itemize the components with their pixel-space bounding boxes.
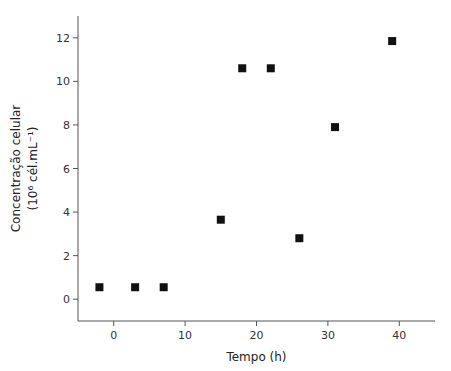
y-tick <box>73 37 78 38</box>
point <box>95 283 103 291</box>
x-tick-label: 10 <box>178 329 192 342</box>
y-tick <box>73 255 78 256</box>
x-tick-label: 0 <box>110 329 117 342</box>
y-tick-label: 0 <box>63 293 70 306</box>
point <box>388 37 396 45</box>
y-tick-label: 6 <box>63 163 70 176</box>
chart-svg: 0 10 20 30 40 0 2 4 6 8 10 12 Tempo (h) Concentração … <box>0 0 451 371</box>
y-tick-label: 8 <box>63 119 70 132</box>
axes: 0 10 20 30 40 0 2 4 6 8 10 12 <box>56 16 435 342</box>
point <box>267 64 275 72</box>
y-tick <box>73 212 78 213</box>
y-tick <box>73 168 78 169</box>
point <box>160 283 168 291</box>
y-tick-label: 2 <box>63 250 70 263</box>
y-tick-label: 12 <box>56 32 70 45</box>
y-tick-label: 10 <box>56 75 70 88</box>
y-tick <box>73 81 78 82</box>
x-tick <box>256 321 257 326</box>
point <box>238 64 246 72</box>
x-tick <box>327 321 328 326</box>
point <box>331 123 339 131</box>
y-axis-label-line: Concentração celular <box>9 105 23 233</box>
x-tick-label: 30 <box>321 329 335 342</box>
x-tick-label: 20 <box>250 329 264 342</box>
y-tick <box>73 124 78 125</box>
point <box>131 283 139 291</box>
points <box>95 37 396 291</box>
y-axis-label-line: (10⁶ cél.mL⁻¹) <box>26 127 40 211</box>
chart-container: 0 10 20 30 40 0 2 4 6 8 10 12 Tempo (h) Concentração … <box>0 0 451 371</box>
y-tick <box>73 299 78 300</box>
x-tick <box>185 321 186 326</box>
x-tick <box>399 321 400 326</box>
x-tick-label: 40 <box>392 329 406 342</box>
x-tick <box>113 321 114 326</box>
x-axis-label: Tempo (h) <box>225 350 286 364</box>
point <box>217 216 225 224</box>
y-axis-label: Concentração celular(10⁶ cél.mL⁻¹) <box>9 105 40 233</box>
y-tick-label: 4 <box>63 206 70 219</box>
point <box>295 234 303 242</box>
